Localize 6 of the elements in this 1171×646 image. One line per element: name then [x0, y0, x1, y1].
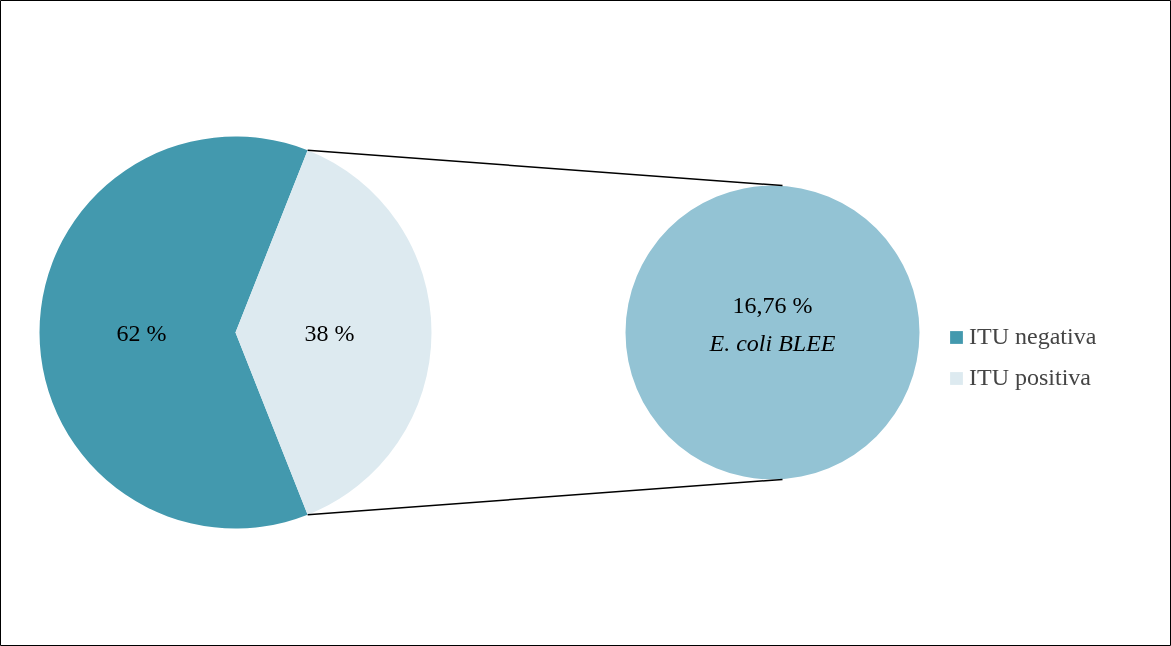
- data-label: 38 %: [304, 319, 355, 346]
- legend-label: ITU positiva: [969, 364, 1091, 391]
- legend-label: ITU negativa: [969, 323, 1097, 350]
- data-label: 16,76 %: [732, 291, 813, 318]
- category-label: E. coli BLEE: [708, 329, 836, 356]
- data-label: 62 %: [116, 319, 167, 346]
